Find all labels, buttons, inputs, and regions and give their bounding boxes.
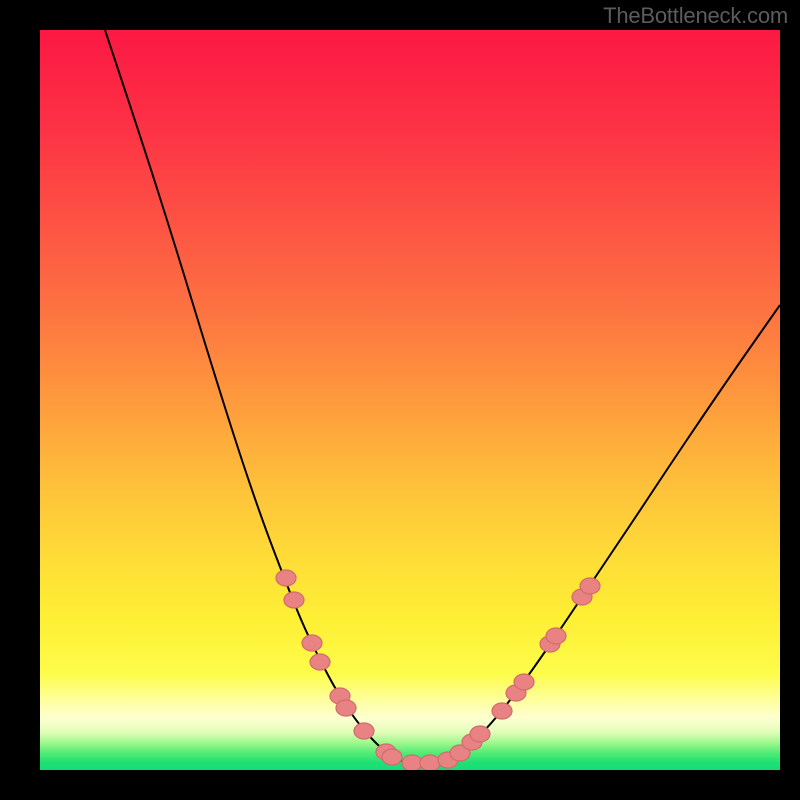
data-marker [276, 570, 296, 586]
data-marker [402, 755, 422, 771]
chart-svg [0, 0, 800, 800]
data-marker [514, 674, 534, 690]
plot-background [40, 30, 780, 770]
chart-root: TheBottleneck.com [0, 0, 800, 800]
data-marker [492, 703, 512, 719]
data-marker [354, 723, 374, 739]
data-marker [470, 726, 490, 742]
data-marker [336, 700, 356, 716]
data-marker [420, 755, 440, 771]
data-marker [580, 578, 600, 594]
data-marker [284, 592, 304, 608]
data-marker [546, 628, 566, 644]
data-marker [302, 635, 322, 651]
data-marker [310, 654, 330, 670]
data-marker [382, 749, 402, 765]
attribution-watermark: TheBottleneck.com [603, 3, 788, 29]
